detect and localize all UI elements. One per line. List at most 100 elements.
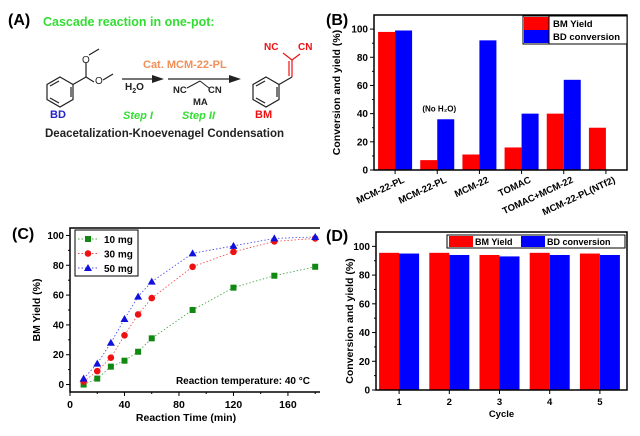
x-tick-label: MCM-22-PL(NTf2) [541,175,617,218]
bm-molecule [252,52,301,108]
panel-c-scatter-chart: 0 40 80 120 160 Reaction Time (min) 0 20 40 60 80 1… [31,227,320,424]
panel-d-label: (D) [326,228,349,245]
data-point-circle [189,263,196,271]
bar-bd-conversion [599,254,620,390]
y-tick-label: 60 [357,81,369,92]
x-tick-label: 80 [173,399,185,411]
y-tick-label: 100 [47,231,64,242]
x-tick-label: TOMAC+MCM-22 [501,175,575,217]
y-tick-label: 0 [58,380,64,391]
no-water-annotation: (No H₂O) [422,104,456,113]
y-axis-label: BM Yield (%) [31,278,43,341]
legend-label: BD conversion [547,237,611,247]
plot-frame [375,231,628,391]
bar-bm-yield [378,31,396,171]
bar-bm-yield [546,113,564,170]
bar-bm-yield [420,160,438,170]
x-tick-label: 40 [119,399,131,411]
data-point-triangle [311,232,320,240]
data-point-square [271,272,278,279]
data-point-circle [107,354,115,362]
ma-label: MA [193,97,208,108]
arrow-head-icon [152,75,164,83]
x-tick-label: 5 [597,397,603,408]
bd-label: BD [50,109,66,121]
series-line-50-mg [83,236,316,379]
x-tick-label: MCM-22 [453,175,491,200]
data-point-circle [93,367,101,375]
data-point-square [107,363,114,370]
y-axis-label: Conversion and yield (%) [344,258,356,383]
data-point-circle [121,332,128,339]
x-tick-label: 4 [547,397,553,408]
bar-bm-yield [479,254,500,390]
legend-swatch [449,236,473,247]
bar-bd-conversion [395,30,413,170]
series-line-30-mg [83,238,316,382]
bm-nc-group: NC [264,42,279,53]
data-point-square [312,263,319,270]
data-point-circle [134,311,142,318]
bar-bd-conversion [437,119,455,170]
water-reagent: H2O [125,82,144,95]
panel-d-bar-chart: 1 2 3 4 5 Cycle 0 20 40 60 80 100 Conversion and yie… [344,231,628,420]
data-point-triangle [188,249,197,257]
panel-a-title: Cascade reaction in one-pot: [43,15,215,29]
y-tick-label: 40 [357,109,369,120]
y-tick-label: 80 [53,261,65,272]
bm-cn-group: CN [298,42,313,53]
data-point-triangle [229,241,238,249]
data-point-square [189,307,196,313]
reaction-arrows [122,75,241,83]
bar-bd-conversion [521,113,539,170]
data-point-triangle [106,338,115,346]
legend-swatch [521,236,545,247]
legend-swatch [524,17,549,30]
legend-swatch [524,30,549,43]
data-point-square [121,357,128,364]
x-tick-label: MCM-22-PL [397,175,449,207]
x-tick-label: 3 [497,397,502,408]
bar-bd-conversion [549,254,570,390]
legend-marker-circle [84,250,92,257]
arrow-head-icon [229,75,241,83]
ma-cn-group: CN [208,85,222,96]
y-tick-label: 0 [364,386,370,397]
series-line-10-mg [83,266,316,385]
legend-label: 10 mg [104,235,133,246]
data-point-circle [148,294,156,302]
x-tick-label: 120 [225,399,243,411]
y-tick-label: 100 [353,242,370,253]
bar-bd-conversion [563,79,581,170]
data-point-circle [230,248,237,256]
bd-molecule [46,48,114,108]
y-tick-label: 100 [351,25,368,36]
data-point-triangle [93,359,102,367]
bar-bm-yield [579,253,600,390]
x-axis-label: Cycle [489,409,514,420]
bar-bd-conversion [499,256,520,390]
bar-bm-yield [379,252,400,390]
y-tick-label: 60 [53,291,65,302]
bm-label: BM [255,109,273,121]
x-axis-label: Reaction Time (min) [136,412,236,424]
panel-a-label: (A) [8,12,31,29]
y-tick-label: 80 [359,271,371,282]
x-tick-label: 2 [447,397,452,408]
bar-bm-yield [462,154,480,170]
data-point-triangle [270,234,279,242]
legend-label: BM Yield [475,237,513,247]
plot-frame [373,14,628,171]
bd-oxygen-1: O [82,55,90,66]
bar-bm-yield [588,127,606,170]
data-point-triangle [147,277,156,285]
y-tick-label: 20 [53,350,65,361]
y-axis-label: Conversion and yield (%) [331,30,343,155]
temperature-annotation: Reaction temperature: 40 °C [176,376,310,387]
data-point-triangle [120,314,129,322]
legend-label: 50 mg [104,264,133,275]
legend-label: BD conversion [553,32,620,43]
step-1-label: Step I [123,110,153,122]
legend-marker-triangle [84,264,92,271]
